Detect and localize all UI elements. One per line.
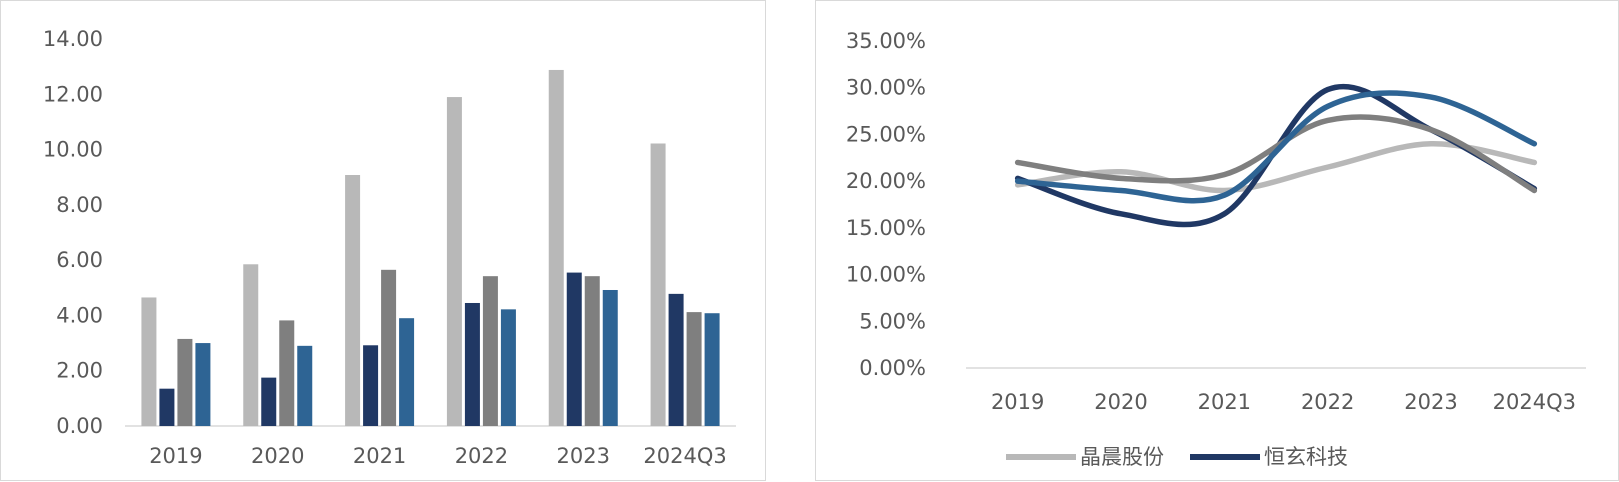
bar-chart: 0.00 2.00 4.00 6.00 8.00 10.00 12.00 14.00 2019 2… (43, 27, 736, 468)
y-tick-label: 30.00% (846, 76, 926, 100)
x-tick-label: 2019 (149, 444, 202, 468)
x-tick-label: 2020 (1094, 390, 1147, 414)
bar (243, 264, 259, 426)
y-tick-label: 0.00 (56, 414, 103, 438)
y-tick-label: 0.00% (859, 356, 926, 380)
x-tick-label: 2022 (455, 444, 508, 468)
y-tick-label: 12.00 (43, 82, 103, 106)
y-tick-label: 35.00% (846, 29, 926, 53)
bar (261, 377, 277, 426)
x-tick-label: 2024Q3 (643, 444, 726, 468)
bar (464, 302, 480, 426)
y-tick-label: 10.00% (846, 263, 926, 287)
x-tick-label: 2024Q3 (1493, 390, 1576, 414)
bar (297, 345, 313, 426)
bar-chart-panel: 0.00 2.00 4.00 6.00 8.00 10.00 12.00 14.00 2019 2… (0, 0, 766, 481)
y-tick-label: 15.00% (846, 216, 926, 240)
x-tick-label: 2023 (1404, 390, 1457, 414)
y-tick-label: 4.00 (56, 303, 103, 327)
bar (159, 388, 175, 426)
bar (500, 309, 516, 426)
series-line (1014, 90, 1538, 204)
bar (381, 269, 397, 426)
line-chart-panel: 0.00% 5.00% 10.00% 15.00% 20.00% 25.00% 30.00%… (815, 0, 1619, 481)
bar (650, 143, 666, 427)
x-tick-label: 2020 (251, 444, 304, 468)
bar (177, 338, 193, 426)
line-chart: 0.00% 5.00% 10.00% 15.00% 20.00% 25.00% 30.00%… (846, 29, 1586, 469)
y-tick-label: 25.00% (846, 122, 926, 146)
bar (399, 318, 415, 426)
bar (686, 312, 702, 426)
y-tick-label: 14.00 (43, 27, 103, 51)
legend-label: 晶晨股份 (1080, 445, 1164, 469)
x-tick-label: 2021 (353, 444, 406, 468)
y-tick-label: 6.00 (56, 248, 103, 272)
x-tick-label: 2021 (1198, 390, 1251, 414)
x-tick-label: 2023 (557, 444, 610, 468)
bar (548, 69, 564, 427)
bar (446, 97, 462, 427)
bar (482, 276, 498, 426)
y-tick-label: 20.00% (846, 169, 926, 193)
x-tick-label: 2019 (991, 390, 1044, 414)
bar (279, 320, 295, 426)
y-tick-label: 8.00 (56, 193, 103, 217)
bar (363, 345, 379, 426)
x-tick-label: 2022 (1301, 390, 1354, 414)
legend-label: 恒玄科技 (1264, 445, 1348, 469)
bar (584, 276, 600, 426)
bar (141, 297, 157, 426)
bar (602, 289, 618, 426)
bar (566, 272, 582, 426)
y-tick-label: 10.00 (43, 138, 103, 162)
bar (704, 313, 720, 426)
bar (345, 175, 361, 426)
bar (668, 293, 684, 426)
bar (195, 343, 211, 426)
series-line (1014, 141, 1538, 194)
y-tick-label: 5.00% (859, 309, 926, 333)
y-tick-label: 2.00 (56, 359, 103, 383)
